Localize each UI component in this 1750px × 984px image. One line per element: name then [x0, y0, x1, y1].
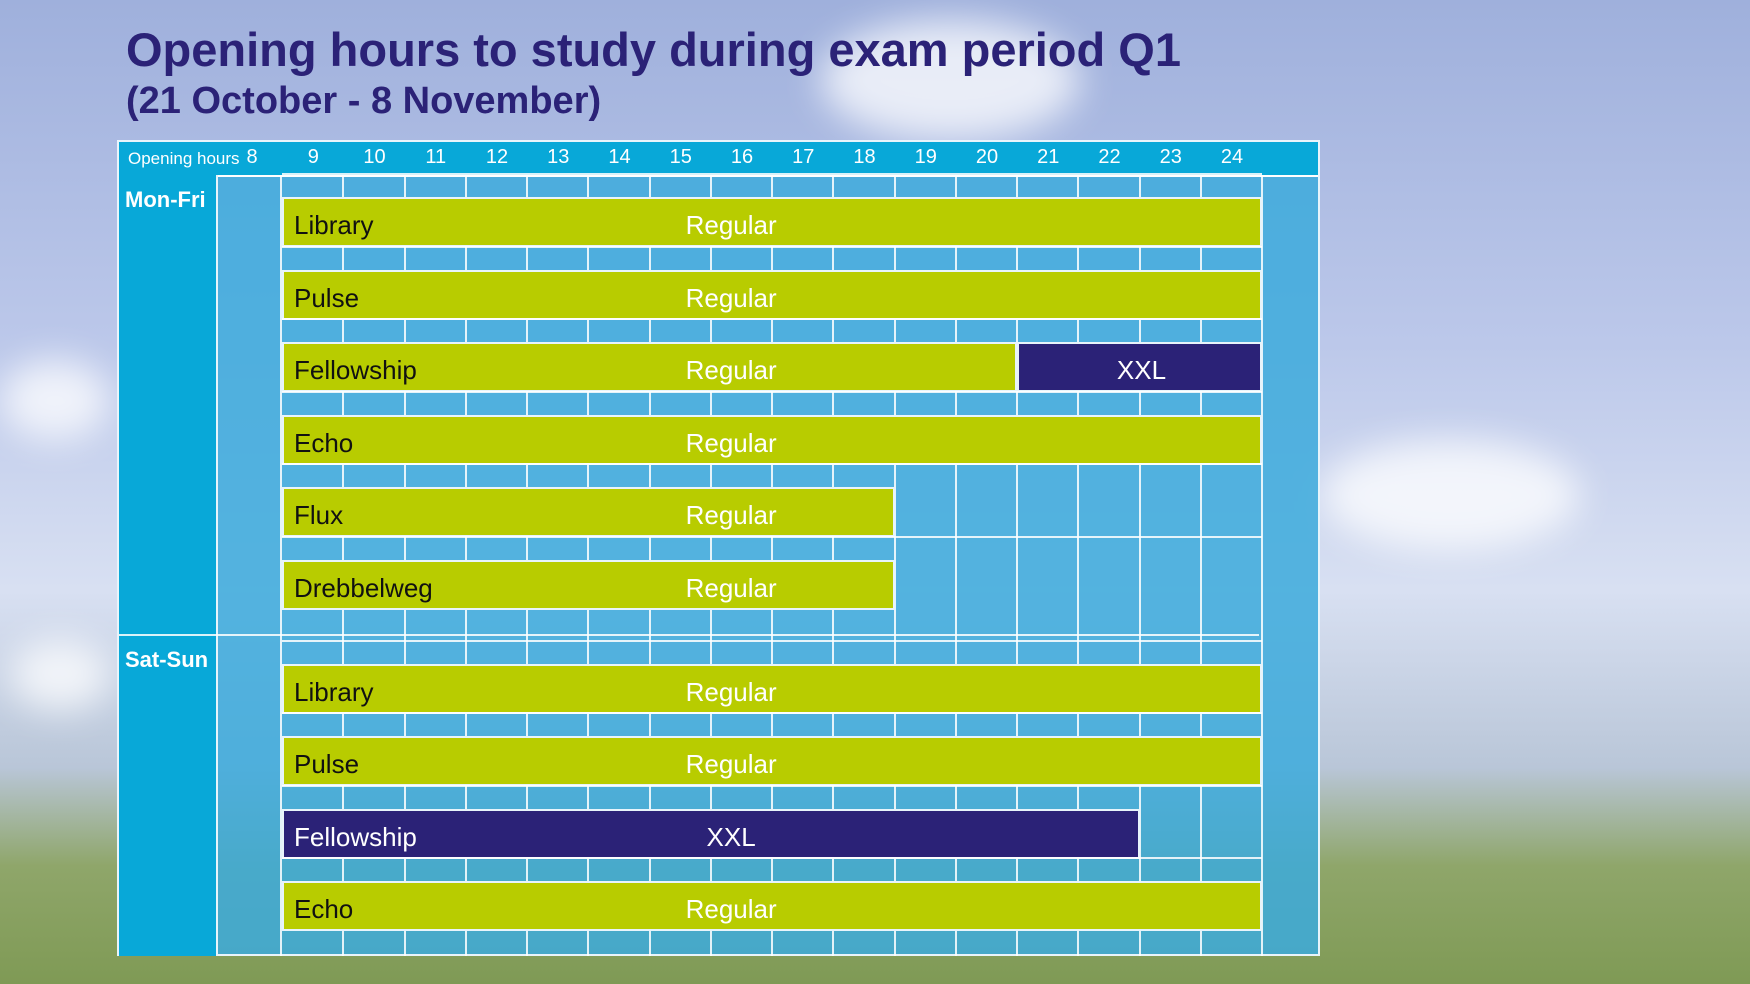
hour-gridline — [1016, 175, 1018, 956]
hour-label: 14 — [608, 146, 631, 168]
hour-label: 9 — [307, 146, 319, 168]
hour-label: 19 — [914, 146, 937, 168]
opening-type-label: Regular — [685, 210, 777, 240]
location-name: Library — [294, 677, 374, 707]
opening-type-label: Regular — [685, 893, 777, 924]
row-gridline — [282, 173, 1262, 175]
location-bar-library: Library Regular — [282, 197, 1262, 247]
location-bar-flux: Flux Regular — [282, 487, 895, 537]
location-name: Echo — [294, 427, 354, 458]
opening-type-label: Regular — [685, 282, 777, 313]
location-bar-fellowship: XXL — [1017, 342, 1262, 392]
group-separator — [119, 634, 1259, 636]
hour-label: 22 — [1098, 146, 1121, 168]
hour-label: 8 — [246, 146, 258, 168]
hour-label: 11 — [425, 146, 447, 168]
location-bar-fellowship: Fellowship XXL — [282, 808, 1140, 859]
hour-label: 23 — [1159, 146, 1182, 168]
opening-type-label: Regular — [685, 427, 777, 458]
hour-gridline — [954, 175, 957, 956]
location-bar-echo: Echo Regular — [282, 880, 1262, 931]
opening-hours-label: Opening hours — [128, 149, 240, 168]
opening-type-label: Regular — [685, 500, 777, 530]
hour-label: 13 — [547, 146, 570, 168]
row-gridline — [282, 784, 1262, 787]
location-bar-pulse: Pulse Regular — [282, 269, 1262, 320]
hour-label: 16 — [730, 146, 754, 168]
page-title: Opening hours to study during exam perio… — [126, 23, 1181, 76]
location-name: Fellowship — [294, 821, 417, 852]
hour-label: 10 — [363, 146, 386, 168]
location-name: Drebbelweg — [294, 572, 433, 603]
location-bar-fellowship: Fellowship Regular — [282, 342, 1017, 392]
opening-type-label: Regular — [685, 572, 777, 603]
row-gridline — [282, 390, 1262, 393]
hour-label: 18 — [853, 146, 876, 168]
hours-header: Opening hours 8 9 10 11 12 13 14 15 16 17 18 19 20 21… — [119, 142, 1318, 177]
opening-type-label: Regular — [685, 677, 777, 707]
opening-type-label: Regular — [685, 355, 777, 385]
opening-type-label: XXL — [706, 821, 756, 852]
day-label: Mon-Fri — [125, 187, 206, 212]
location-bar-pulse: Pulse Regular — [282, 736, 1262, 787]
row-gridline — [282, 318, 1262, 320]
page-subtitle: (21 October - 8 November) — [126, 80, 602, 122]
location-bar-library: Library Regular — [282, 664, 1262, 714]
day-column: Mon-Fri — [119, 175, 218, 635]
location-name: Echo — [294, 893, 354, 924]
location-bar-echo: Echo Regular — [282, 414, 1262, 465]
row-gridline — [282, 640, 1262, 642]
location-name: Library — [294, 210, 374, 240]
hour-gridline — [1077, 175, 1080, 956]
schedule-table: Opening hours 8 9 10 11 12 13 14 15 16 17 18 19 20 21… — [117, 140, 1320, 956]
hour-gridline — [1261, 175, 1263, 956]
row-gridline — [282, 535, 1262, 538]
column-divider — [280, 175, 282, 956]
hour-label: 17 — [792, 146, 815, 168]
location-name: Pulse — [294, 749, 360, 780]
row-gridline — [282, 856, 1262, 859]
location-name: Flux — [294, 500, 344, 530]
hour-gridline — [1199, 175, 1202, 956]
hour-label: 24 — [1220, 146, 1244, 168]
hour-label: 12 — [485, 146, 509, 168]
day-column: Sat-Sun — [119, 635, 218, 956]
opening-type-label: Regular — [685, 749, 777, 780]
hour-gridline — [1138, 175, 1141, 956]
location-name: Fellowship — [294, 355, 417, 385]
hour-label: 15 — [669, 146, 692, 168]
row-gridline — [282, 712, 1262, 715]
location-bar-drebbelweg: Drebbelweg Regular — [282, 559, 895, 610]
location-name: Pulse — [294, 282, 360, 313]
hour-label: 21 — [1037, 146, 1060, 168]
row-gridline — [282, 463, 1262, 465]
row-gridline — [282, 245, 1262, 248]
hour-gridline — [893, 175, 896, 956]
hour-label: 20 — [975, 146, 999, 168]
opening-type-label: XXL — [1116, 355, 1167, 385]
day-label: Sat-Sun — [125, 647, 209, 672]
